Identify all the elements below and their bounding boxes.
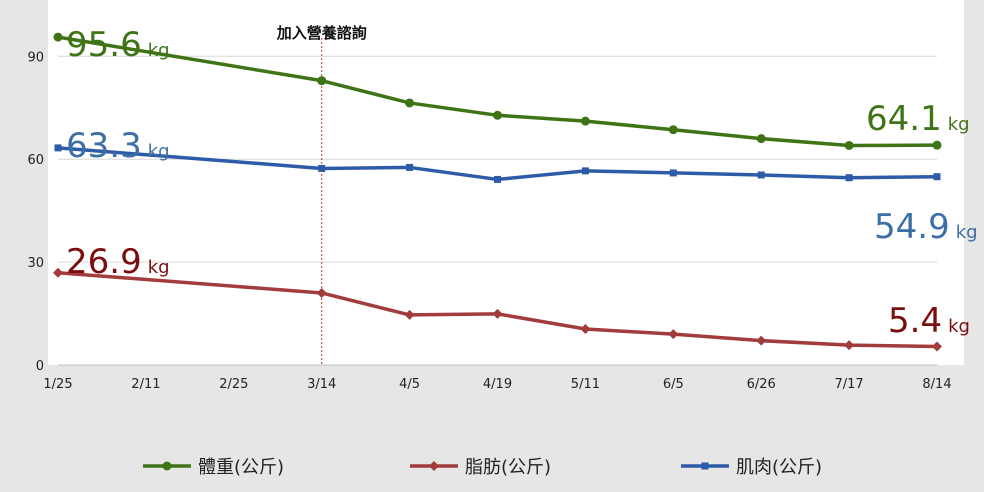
data-point	[54, 144, 62, 152]
data-point	[53, 267, 63, 278]
plot-area	[48, 0, 964, 365]
data-point	[669, 169, 677, 177]
y-tick-label: 0	[36, 359, 44, 374]
x-tick-label: 2/11	[131, 377, 160, 392]
annotation-end-weight: 64.1 kg	[866, 99, 970, 139]
x-tick-label: 6/26	[747, 377, 776, 392]
x-tick-label: 2/25	[219, 377, 248, 392]
data-point	[492, 308, 503, 319]
data-point	[844, 140, 854, 150]
y-tick-label: 30	[27, 256, 44, 271]
legend-marker	[429, 461, 439, 471]
x-tick-label: 3/14	[307, 377, 336, 392]
data-point	[932, 140, 942, 150]
data-point	[581, 167, 589, 175]
annotation-start-muscle: 63.3 kg	[66, 126, 170, 166]
data-point	[53, 32, 63, 42]
event-marker-label: 加入營養諮詢	[276, 24, 367, 42]
legend-marker	[162, 461, 172, 471]
data-point	[580, 116, 590, 126]
y-tick-label: 60	[27, 153, 44, 168]
legend-label: 體重(公斤)	[198, 457, 284, 478]
data-point	[756, 335, 767, 346]
annotation-end-fat: 5.4 kg	[888, 301, 970, 341]
x-tick-label: 4/19	[483, 377, 512, 392]
x-tick-label: 5/11	[571, 377, 600, 392]
x-tick-label: 7/17	[834, 377, 863, 392]
data-point	[932, 341, 942, 352]
data-point	[757, 171, 765, 179]
x-tick-label: 4/5	[399, 377, 420, 392]
data-point	[317, 76, 327, 86]
data-point	[318, 164, 326, 172]
data-point	[844, 340, 855, 351]
annotation-start-fat: 26.9 kg	[66, 242, 170, 282]
data-point	[580, 323, 591, 334]
data-point	[316, 287, 327, 298]
legend-label: 脂肪(公斤)	[465, 457, 551, 478]
x-tick-label: 1/25	[43, 377, 72, 392]
data-point	[406, 163, 414, 171]
x-tick-label: 6/5	[663, 377, 684, 392]
data-point	[668, 125, 678, 135]
data-point	[405, 98, 415, 108]
annotation-end-muscle: 54.9 kg	[874, 207, 978, 247]
legend-marker	[701, 462, 709, 470]
data-point	[845, 174, 853, 182]
data-point	[756, 134, 766, 144]
data-point	[933, 173, 941, 181]
legend-label: 肌肉(公斤)	[736, 457, 822, 478]
annotation-start-weight: 95.6 kg	[66, 25, 170, 65]
y-tick-label: 90	[27, 50, 44, 65]
data-point	[668, 329, 679, 340]
data-point	[404, 309, 415, 320]
data-point	[494, 175, 501, 183]
data-point	[493, 110, 502, 120]
x-tick-label: 8/14	[922, 377, 951, 392]
